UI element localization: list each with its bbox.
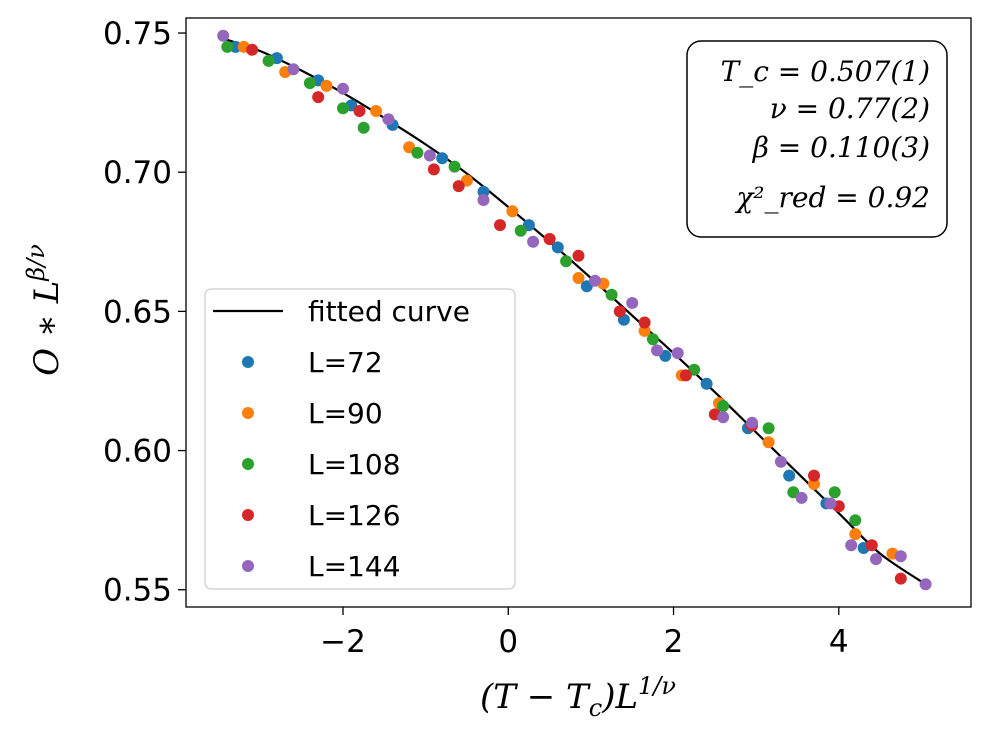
point-L108-7 — [514, 224, 527, 237]
point-L108-8 — [560, 255, 573, 268]
point-L108-4 — [357, 121, 370, 134]
point-L144-3 — [382, 113, 395, 126]
y-tick-label-1: 0.60 — [103, 434, 172, 470]
y-tick-label-2: 0.65 — [103, 294, 172, 330]
point-L144-14 — [795, 491, 808, 504]
point-L126-3 — [427, 163, 440, 176]
plot-area — [185, 17, 972, 608]
point-L72-8 — [551, 241, 564, 254]
point-L144-18 — [894, 550, 907, 563]
point-L144-12 — [746, 416, 758, 429]
x-tick-label-2: 2 — [664, 624, 684, 660]
point-L144-8 — [626, 297, 639, 309]
x-axis: −2 0 2 4 — [320, 607, 849, 660]
y-axis-label: O ∗ Lβ/ν — [22, 244, 67, 376]
point-L144-4 — [423, 149, 436, 162]
y-tick-label-4: 0.75 — [103, 16, 172, 52]
point-L108-5 — [411, 146, 424, 159]
x-axis-label: (T − Tc)L1/ν — [480, 672, 676, 722]
point-L108-6 — [448, 160, 461, 173]
point-L108-2 — [303, 77, 316, 90]
point-L144-6 — [527, 235, 540, 248]
point-L144-7 — [589, 274, 601, 287]
point-L144-9 — [651, 344, 663, 357]
point-L144-10 — [671, 347, 684, 360]
point-L144-0 — [217, 29, 230, 42]
point-L90-2 — [320, 79, 333, 92]
legend: fitted curve L=72 L=90 L=108 L=126 L=144 — [204, 288, 516, 590]
point-L126-8 — [613, 305, 626, 318]
y-tick-label-0: 0.55 — [103, 573, 172, 609]
point-L108-0 — [221, 40, 234, 53]
point-L108-13 — [762, 422, 775, 435]
point-L72-5 — [436, 152, 449, 165]
point-L126-9 — [638, 316, 651, 329]
point-L126-1 — [312, 91, 325, 104]
point-L126-16 — [894, 572, 907, 585]
annotation-tc: T_c = 0.507(1) — [721, 55, 930, 88]
legend-frame — [204, 288, 516, 590]
point-L90-15 — [849, 528, 862, 541]
point-L144-11 — [717, 411, 730, 424]
x-tick-label-0: −2 — [320, 624, 366, 660]
point-L108-12 — [717, 400, 730, 412]
point-L126-0 — [246, 43, 259, 56]
annotation-nu: ν = 0.77(2) — [770, 92, 930, 125]
x-tick-label-3: 4 — [829, 624, 849, 660]
axes-frame — [185, 17, 972, 608]
point-L126-7 — [572, 249, 585, 262]
point-L144-15 — [824, 497, 837, 510]
point-L144-16 — [845, 539, 858, 552]
point-L90-13 — [762, 436, 775, 449]
point-L90-8 — [572, 272, 585, 284]
legend-label-L108: L=108 — [308, 448, 401, 481]
point-L72-6 — [477, 185, 490, 198]
annotation-chi2: χ²_red = 0.92 — [734, 181, 930, 214]
point-L108-10 — [646, 333, 659, 346]
point-L90-10 — [638, 324, 651, 337]
point-L90-3 — [370, 105, 383, 117]
point-L126-13 — [808, 469, 820, 482]
point-L108-3 — [337, 102, 349, 115]
fit-parameters-frame — [686, 40, 948, 238]
annotation-beta: β = 0.110(3) — [752, 131, 930, 164]
legend-label-L90: L=90 — [308, 397, 383, 430]
point-L108-1 — [262, 54, 275, 67]
y-axis: 0.55 0.60 0.65 0.70 0.75 — [103, 16, 186, 609]
point-L126-10 — [679, 369, 692, 382]
legend-marker-L72 — [242, 356, 254, 368]
point-L72-14 — [783, 469, 796, 482]
legend-marker-L144 — [242, 560, 254, 572]
point-L144-13 — [774, 455, 787, 468]
x-tick-label-1: 0 — [498, 624, 518, 660]
point-L144-2 — [337, 82, 349, 95]
point-L72-0 — [229, 40, 242, 53]
fit-parameters-box: T_c = 0.507(1) ν = 0.77(2) β = 0.110(3) … — [686, 40, 948, 238]
legend-label-L126: L=126 — [308, 499, 401, 532]
point-L144-19 — [919, 578, 932, 591]
point-L126-4 — [452, 180, 465, 193]
point-L126-2 — [353, 105, 366, 117]
point-L108-9 — [605, 288, 618, 301]
point-L108-15 — [828, 486, 841, 499]
legend-label-fit: fitted curve — [308, 295, 470, 328]
point-L72-12 — [700, 377, 713, 390]
legend-label-L144: L=144 — [308, 550, 401, 583]
point-L90-14 — [808, 478, 820, 490]
legend-marker-L108 — [242, 458, 254, 470]
point-L108-16 — [849, 514, 862, 527]
point-L126-5 — [494, 219, 506, 232]
point-L126-6 — [543, 233, 556, 245]
point-L144-17 — [870, 553, 882, 566]
point-L126-15 — [865, 539, 878, 552]
legend-label-L72: L=72 — [308, 346, 383, 379]
legend-marker-L126 — [242, 509, 254, 521]
legend-marker-L90 — [242, 407, 254, 419]
point-L144-5 — [477, 194, 490, 206]
point-L90-6 — [506, 205, 519, 218]
point-L144-1 — [287, 63, 300, 76]
y-tick-label-3: 0.70 — [103, 155, 172, 191]
